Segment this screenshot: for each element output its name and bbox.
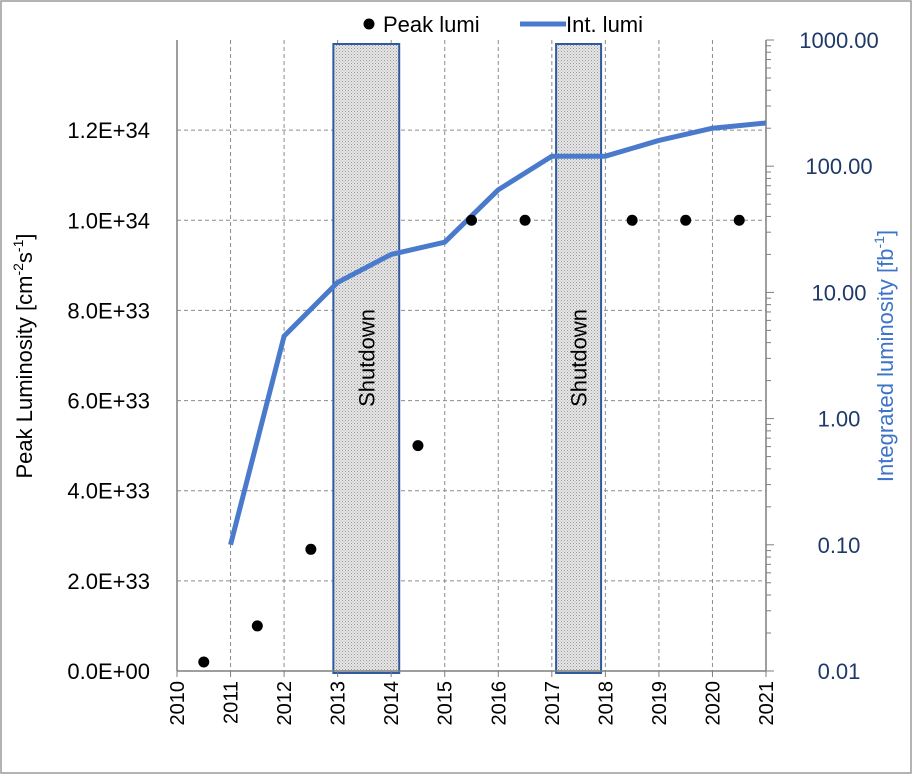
peak-lumi-point xyxy=(680,214,692,226)
left-tick-label: 2.0E+33 xyxy=(67,569,150,594)
peak-lumi-point xyxy=(733,214,745,226)
right-tick-label: 0.01 xyxy=(818,659,861,684)
legend: Peak lumi Int. lumi xyxy=(363,12,643,37)
axes xyxy=(176,39,774,677)
peak-lumi-point xyxy=(251,620,263,632)
int-lumi-line xyxy=(228,120,767,546)
x-tick-label-2020: 2020 xyxy=(702,681,724,726)
x-tick-label-2013: 2013 xyxy=(328,681,350,726)
grid-lines xyxy=(177,40,766,671)
left-tick-label: 1.0E+34 xyxy=(67,208,150,233)
x-tick-label-2018: 2018 xyxy=(595,681,617,726)
shutdown-regions: Shutdown Shutdown xyxy=(332,43,603,674)
legend-peak-lumi-label: Peak lumi xyxy=(383,12,480,37)
left-tick-label: 0.0E+00 xyxy=(67,659,150,684)
peak-lumi-point xyxy=(305,543,317,555)
right-tick-label: 1.00 xyxy=(818,407,861,432)
x-tick-label-2019: 2019 xyxy=(649,681,671,726)
x-tick-label-2016: 2016 xyxy=(488,681,510,726)
left-tick-label: 6.0E+33 xyxy=(67,389,150,414)
right-tick-label: 100.00 xyxy=(805,154,872,179)
left-tick-label: 4.0E+33 xyxy=(67,479,150,504)
peak-lumi-point xyxy=(519,214,531,226)
x-tick-label-2010: 2010 xyxy=(167,681,189,726)
int-lumi-series xyxy=(228,120,767,546)
right-tick-label: 0.10 xyxy=(818,533,861,558)
peak-lumi-point xyxy=(626,214,638,226)
legend-int-lumi-label: Int. lumi xyxy=(566,12,643,37)
peak-lumi-point xyxy=(198,656,210,668)
peak-lumi-series xyxy=(198,214,745,668)
right-axis-title: Integrated luminosity [fb-1] xyxy=(871,230,898,482)
left-axis-ticks: 0.0E+00 2.0E+33 4.0E+33 6.0E+33 8.0E+33 1.0E+… xyxy=(67,118,150,684)
left-tick-label: 8.0E+33 xyxy=(67,298,150,323)
x-axis-ticks: 2010 2011 2012 2013 2014 2015 2016 2017 2018 2019… xyxy=(167,681,778,726)
shutdown-label-1: Shutdown xyxy=(354,309,379,407)
legend-peak-lumi-marker xyxy=(363,18,375,30)
peak-lumi-point xyxy=(412,440,424,452)
right-tick-label: 10.00 xyxy=(811,280,866,305)
left-tick-label: 1.2E+34 xyxy=(67,118,150,143)
left-axis-title: Peak Luminosity [cm-2s-1] xyxy=(10,234,37,479)
x-tick-label-2017: 2017 xyxy=(542,681,564,726)
x-tick-label-2021: 2021 xyxy=(756,681,778,726)
x-tick-label-2012: 2012 xyxy=(274,681,296,726)
x-tick-label-2014: 2014 xyxy=(381,681,403,726)
right-axis-ticks: 0.01 0.10 1.00 10.00 100.00 1000.00 xyxy=(799,28,879,684)
shutdown-label-2: Shutdown xyxy=(567,309,592,407)
right-tick-label: 1000.00 xyxy=(799,28,879,53)
x-tick-label-2015: 2015 xyxy=(435,681,457,726)
peak-lumi-point xyxy=(466,214,477,226)
shutdown-box-2 xyxy=(555,43,603,674)
x-tick-label-2011: 2011 xyxy=(221,681,243,724)
shutdown-box-1 xyxy=(332,43,401,674)
